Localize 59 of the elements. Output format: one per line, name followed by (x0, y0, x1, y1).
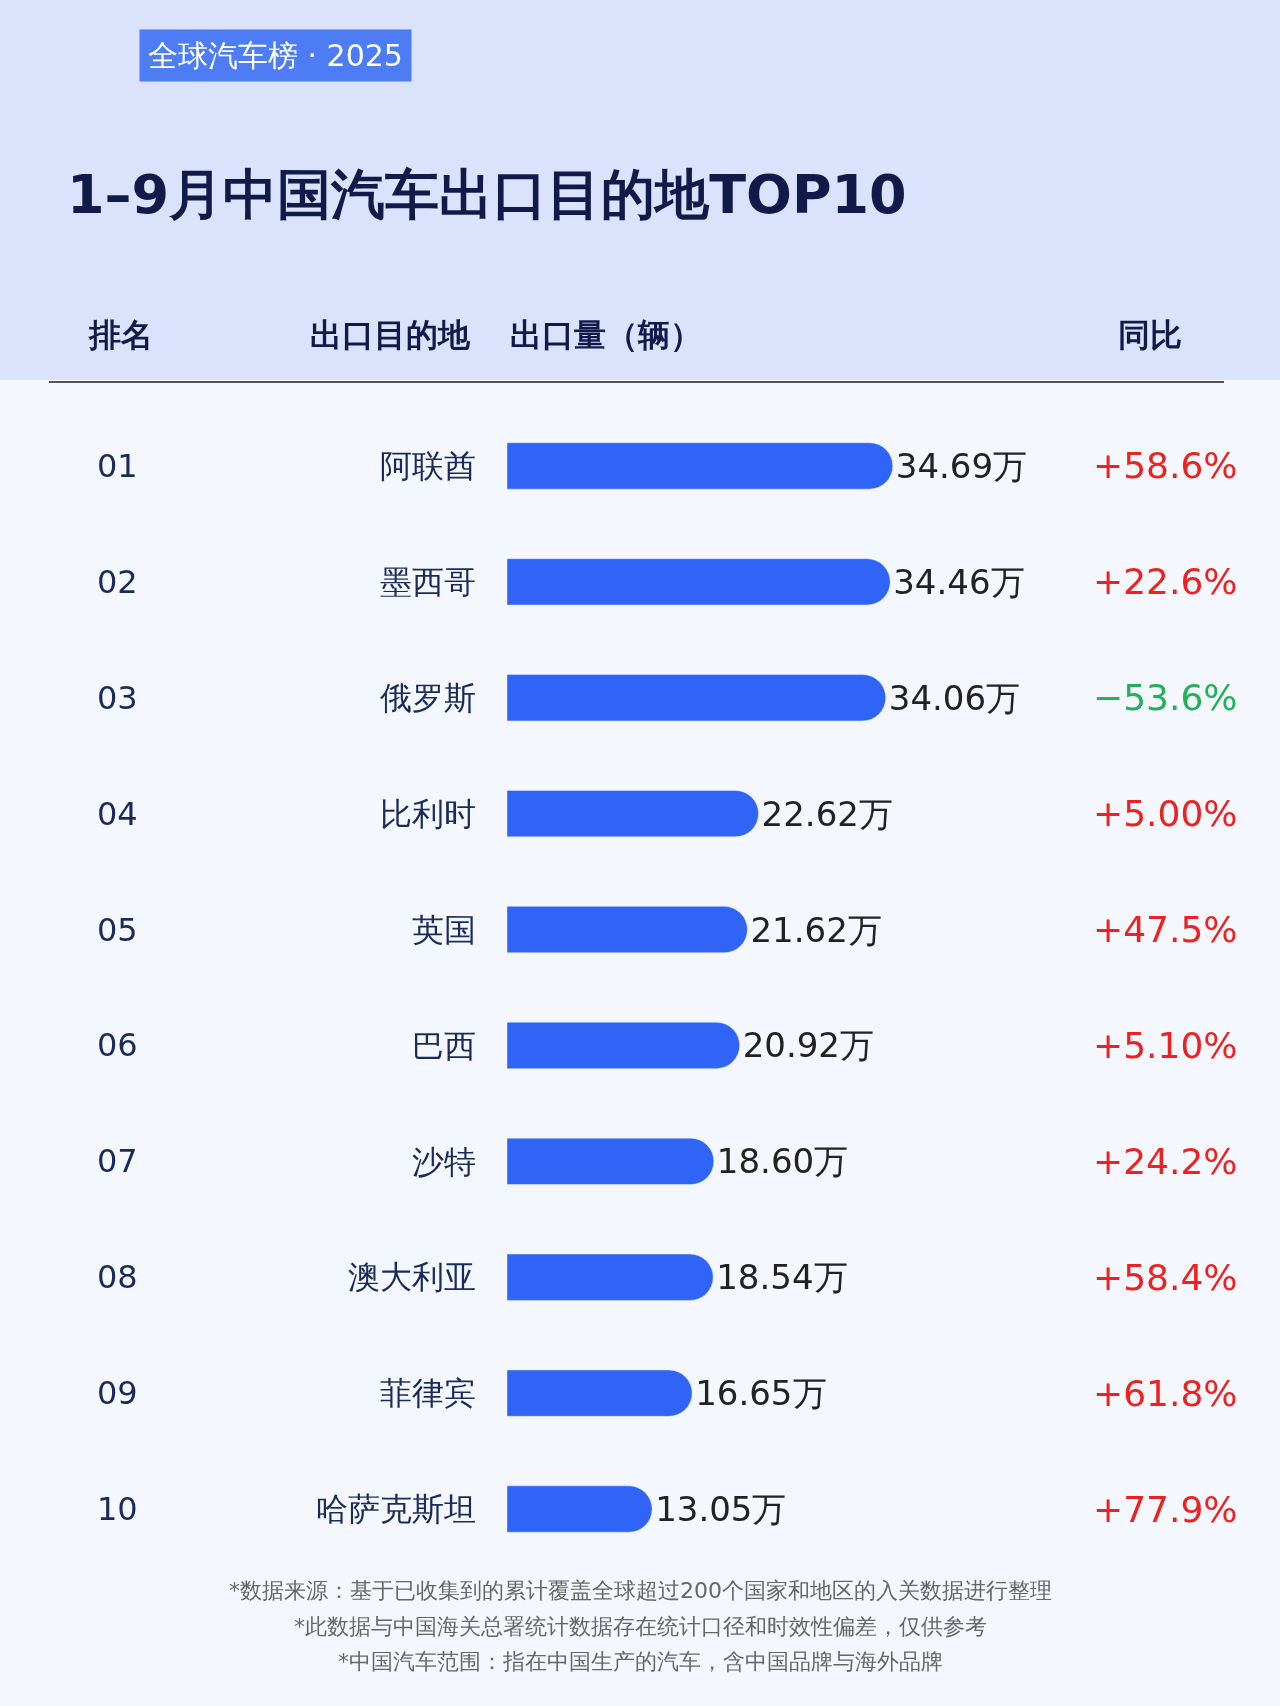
y-tick-label: 俄罗斯 (380, 678, 476, 717)
data-label: 18.54万 (716, 1257, 848, 1298)
bar (507, 442, 894, 490)
data-label: 34.46万 (893, 561, 1025, 602)
text: 01 (97, 447, 138, 485)
text: 同比 (1118, 316, 1182, 354)
text: 06 (97, 1026, 138, 1064)
text: *数据来源：基于已收集到的累计覆盖全球超过200个国家和地区的入关数据进行整理 (229, 1578, 1052, 1603)
y-tick-label: 墨西哥 (380, 563, 476, 602)
text: *中国汽车范围：指在中国生产的汽车，含中国品牌与海外品牌 (338, 1649, 943, 1674)
text: +47.5% (1093, 909, 1238, 950)
data-label: 16.65万 (695, 1373, 827, 1414)
bar (507, 906, 748, 953)
text: 08 (97, 1258, 138, 1296)
text: 03 (97, 679, 138, 717)
data-label: 34.06万 (888, 677, 1021, 718)
data-label: 34.69万 (895, 445, 1028, 486)
bar (507, 790, 759, 838)
text: *此数据与中国海关总署统计数据存在统计口径和时效性偏差，仅供参考 (294, 1614, 987, 1639)
data-label: 18.60万 (716, 1141, 849, 1182)
bar (507, 1022, 740, 1069)
text: 04 (97, 795, 138, 833)
y-tick-label: 英国 (412, 910, 476, 949)
y-tick-label: 比利时 (380, 794, 476, 833)
y-tick-label: 哈萨克斯坦 (316, 1490, 476, 1529)
bar (507, 674, 887, 722)
y-tick-label: 沙特 (412, 1142, 476, 1181)
y-tick-label: 阿联酋 (380, 447, 476, 486)
text: +24.2% (1093, 1141, 1238, 1182)
text: 排名 (88, 316, 153, 354)
bar (507, 1137, 715, 1185)
bar (507, 558, 891, 606)
chart-subtitle: 全球汽车榜 · 2025 (148, 38, 403, 73)
bar (507, 1253, 714, 1301)
text: +77.9% (1093, 1489, 1238, 1530)
text: +58.6% (1093, 445, 1238, 486)
text: 10 (97, 1490, 138, 1528)
y-tick-label: 巴西 (412, 1026, 476, 1065)
text: 09 (97, 1374, 138, 1412)
text: +5.10% (1093, 1025, 1238, 1066)
text: 02 (97, 563, 138, 601)
text: 07 (97, 1142, 138, 1180)
bar (507, 1485, 653, 1533)
y-axis-title: 出口目的地 (310, 316, 471, 354)
y-tick-label: 澳大利亚 (348, 1258, 476, 1297)
data-label: 21.62万 (750, 909, 882, 950)
text: −53.6% (1093, 677, 1238, 718)
chart-title: 1–9月中国汽车出口目的地TOP10 (67, 163, 907, 226)
data-label: 13.05万 (655, 1489, 787, 1530)
text: +22.6% (1093, 561, 1238, 602)
text: 05 (97, 911, 138, 949)
data-label: 22.62万 (761, 793, 893, 834)
data-label: 20.92万 (742, 1025, 874, 1066)
x-axis-title: 出口量（辆） (510, 316, 702, 354)
bar (507, 1369, 693, 1417)
text: +5.00% (1093, 793, 1238, 834)
text: +61.8% (1093, 1373, 1238, 1414)
text: +58.4% (1093, 1257, 1238, 1298)
y-tick-label: 菲律宾 (380, 1374, 476, 1413)
